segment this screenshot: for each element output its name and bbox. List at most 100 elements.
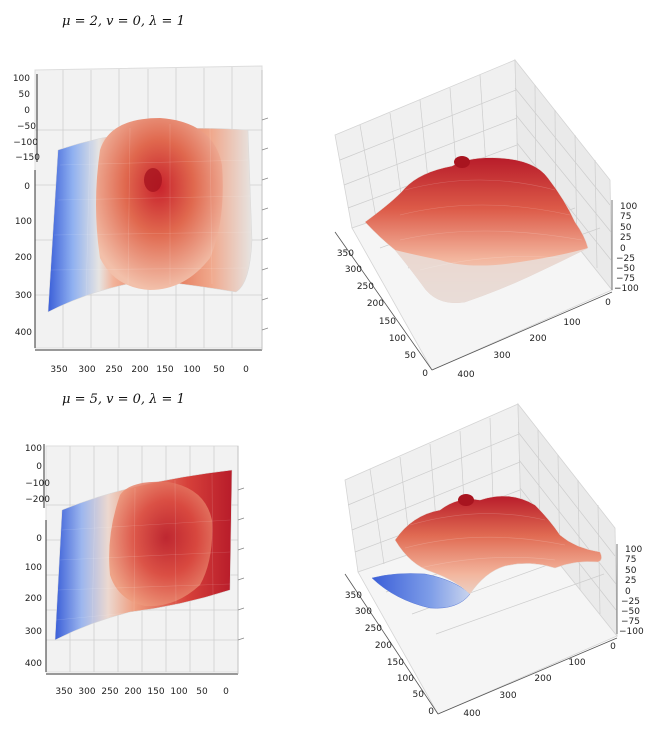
p3-ytick-3: 300 [25,627,42,637]
panel-3-right-ticks [237,487,245,641]
p4-ytick-4: 150 [387,658,404,668]
p3-ztick-1: 0 [36,462,42,472]
panel-1-nose-shadow [144,168,162,192]
p4-ytick-5: 100 [397,674,414,684]
panel-4: 350 300 250 200 150 100 50 0 0 100 200 3… [344,402,644,719]
p4-ztick-4: 0 [625,587,631,597]
p4-ztick-5: −25 [621,597,640,607]
panel-1-right-ticks [261,117,269,331]
p4-xtick-1: 100 [568,658,585,668]
p2-ytick-3: 200 [367,299,384,309]
p3-xtick-6: 50 [196,687,208,697]
p2-ytick-7: 0 [422,369,428,379]
p2-ztick-6: −50 [616,264,635,274]
panel-2-surface-front [395,248,588,303]
p1-xtick-2: 250 [105,365,122,375]
p2-xtick-2: 200 [529,334,546,344]
p4-ytick-3: 200 [375,641,392,651]
p4-xtick-3: 300 [499,691,516,701]
p4-ytick-7: 0 [428,707,434,717]
p4-ztick-6: −50 [621,607,640,617]
p1-xtick-7: 0 [243,365,249,375]
p3-xtick-5: 100 [170,687,187,697]
p4-ztick-2: 50 [625,566,637,576]
p4-xtick-0: 0 [610,642,616,652]
p1-ztick-0: 100 [13,74,30,84]
panel-4-axis-y [344,573,439,715]
p2-ztick-0: 100 [620,202,637,212]
p3-xtick-2: 250 [101,687,118,697]
p1-xtick-1: 300 [78,365,95,375]
panel-3: 100 0 −100 −200 0 100 200 300 400 350 30… [25,444,245,697]
p2-ytick-1: 300 [345,265,362,275]
p1-ytick-4: 400 [15,328,32,338]
p4-ztick-8: −100 [619,627,644,637]
panel-3-mesh [55,473,231,627]
p1-ytick-3: 300 [15,291,32,301]
p3-ztick-0: 100 [25,444,42,454]
p3-ytick-4: 400 [25,659,42,669]
p3-ytick-0: 0 [36,534,42,544]
p2-ztick-7: −75 [616,274,635,284]
p3-ytick-1: 100 [25,563,42,573]
p3-xtick-7: 0 [223,687,229,697]
panel-2-axis-x [431,291,613,371]
p1-xtick-5: 100 [183,365,200,375]
p1-xtick-4: 150 [156,365,173,375]
p1-ztick-4: −100 [13,138,38,148]
panel-1-mesh [49,124,252,301]
p3-xtick-1: 300 [78,687,95,697]
panel-2: 350 300 250 200 150 100 50 0 0 100 200 3… [334,58,639,380]
p2-xtick-4: 400 [457,370,474,380]
p2-ztick-4: 0 [620,244,626,254]
p2-ztick-1: 75 [620,212,631,222]
p3-ytick-2: 200 [25,594,42,604]
p2-ytick-0: 350 [337,249,354,259]
p1-ytick-1: 100 [15,217,32,227]
p1-ztick-2: 0 [24,106,30,116]
p1-ytick-2: 200 [15,253,32,263]
p4-ytick-2: 250 [365,624,382,634]
panel-4-nose-peak [458,494,474,506]
p1-ztick-3: −50 [17,122,36,132]
p4-ztick-0: 100 [625,545,642,555]
p2-ytick-2: 250 [357,282,374,292]
p4-ztick-3: 25 [625,576,636,586]
p4-ztick-1: 75 [625,555,636,565]
p4-ytick-0: 350 [345,591,362,601]
p3-ztick-2: −100 [25,479,50,489]
panel-1-face [96,118,223,290]
p1-ytick-0: 0 [24,182,30,192]
p3-ztick-3: −200 [25,495,50,505]
p1-xtick-0: 350 [50,365,67,375]
p3-xtick-4: 150 [147,687,164,697]
caption-row-2: μ = 5, v = 0, λ = 1 [62,392,185,407]
p2-xtick-0: 0 [605,298,611,308]
p4-ytick-6: 50 [413,690,425,700]
p2-ytick-6: 50 [405,351,417,361]
panel-4-axis-x [437,637,618,715]
p1-ztick-1: 50 [19,90,31,100]
p3-xtick-0: 350 [55,687,72,697]
panel-2-mesh [399,179,583,271]
p4-ztick-7: −75 [621,617,640,627]
panel-2-axis-y [334,231,433,371]
p2-xtick-3: 300 [493,351,510,361]
p1-xtick-6: 50 [213,365,225,375]
p2-ztick-2: 50 [620,223,632,233]
p1-ztick-5: −150 [15,153,40,163]
caption-row-1: μ = 2, v = 0, λ = 1 [62,14,185,29]
p2-ztick-8: −100 [614,284,639,294]
p2-ytick-4: 150 [379,317,396,327]
p3-xtick-3: 200 [124,687,141,697]
p4-xtick-2: 200 [534,674,551,684]
p1-xtick-3: 200 [131,365,148,375]
p4-ytick-1: 300 [355,607,372,617]
p2-ytick-5: 100 [389,334,406,344]
p2-ztick-5: −25 [616,254,635,264]
p2-ztick-3: 25 [620,233,631,243]
panel-3-face [109,481,213,607]
panel-2-nose-peak [454,156,470,168]
p2-xtick-1: 100 [563,318,580,328]
